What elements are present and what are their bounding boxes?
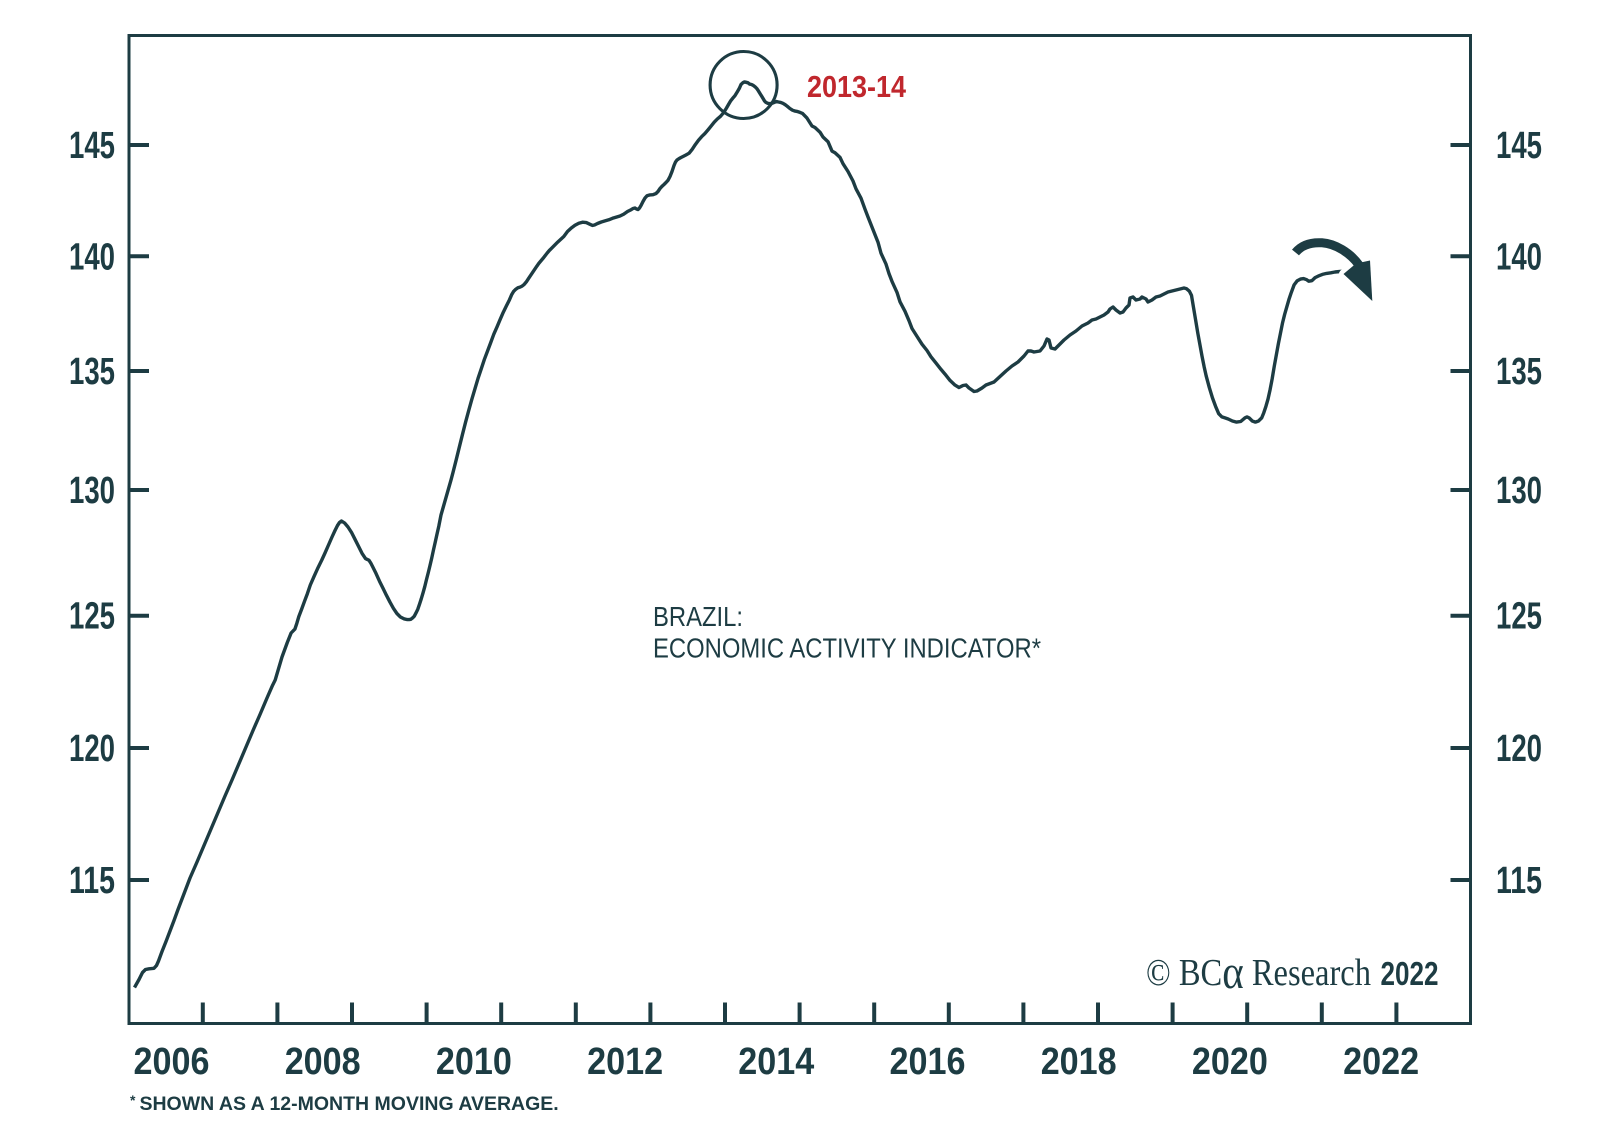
svg-text:2010: 2010 — [436, 1041, 512, 1083]
svg-text:2008: 2008 — [285, 1041, 361, 1083]
svg-text:115: 115 — [1496, 860, 1542, 902]
svg-text:2006: 2006 — [134, 1041, 210, 1083]
svg-text:115: 115 — [69, 860, 115, 902]
svg-text:125: 125 — [1496, 596, 1542, 638]
svg-text:135: 135 — [1496, 351, 1542, 393]
svg-text:*SHOWN AS A 12-MONTH MOVING AV: * SHOWN AS A 12-MONTH MOVING AVERAGE. — [130, 1092, 559, 1115]
svg-text:125: 125 — [69, 596, 115, 638]
svg-text:2020: 2020 — [1192, 1041, 1268, 1083]
svg-text:145: 145 — [1496, 125, 1542, 167]
svg-text:2022: 2022 — [1381, 955, 1439, 992]
svg-text:130: 130 — [69, 470, 115, 512]
svg-text:2022: 2022 — [1343, 1041, 1419, 1083]
svg-text:© BCα Research: © BCα Research — [1146, 946, 1371, 999]
svg-text:2012: 2012 — [587, 1041, 663, 1083]
svg-text:140: 140 — [69, 236, 115, 278]
svg-text:2016: 2016 — [890, 1041, 966, 1083]
svg-text:ECONOMIC ACTIVITY INDICATOR*: ECONOMIC ACTIVITY INDICATOR* — [653, 633, 1041, 664]
svg-text:140: 140 — [1496, 236, 1542, 278]
svg-text:2018: 2018 — [1041, 1041, 1117, 1083]
svg-text:BRAZIL:: BRAZIL: — [653, 601, 743, 632]
svg-text:135: 135 — [69, 351, 115, 393]
svg-text:120: 120 — [69, 728, 115, 770]
svg-text:2014: 2014 — [738, 1041, 814, 1083]
svg-text:2013-14: 2013-14 — [807, 69, 907, 104]
svg-text:130: 130 — [1496, 470, 1542, 512]
svg-text:120: 120 — [1496, 728, 1542, 770]
svg-text:145: 145 — [69, 125, 115, 167]
